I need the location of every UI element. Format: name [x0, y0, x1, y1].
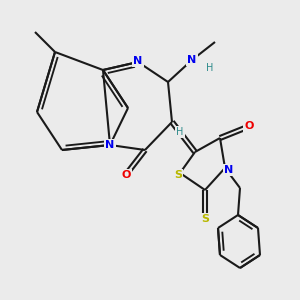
Text: N: N [134, 56, 142, 66]
Text: O: O [121, 170, 131, 180]
Text: N: N [188, 55, 196, 65]
Text: S: S [174, 170, 182, 180]
Text: S: S [201, 214, 209, 224]
Text: N: N [224, 165, 234, 175]
Text: N: N [105, 140, 115, 150]
Text: O: O [244, 121, 254, 131]
Text: H: H [206, 63, 214, 73]
Text: H: H [176, 127, 184, 137]
